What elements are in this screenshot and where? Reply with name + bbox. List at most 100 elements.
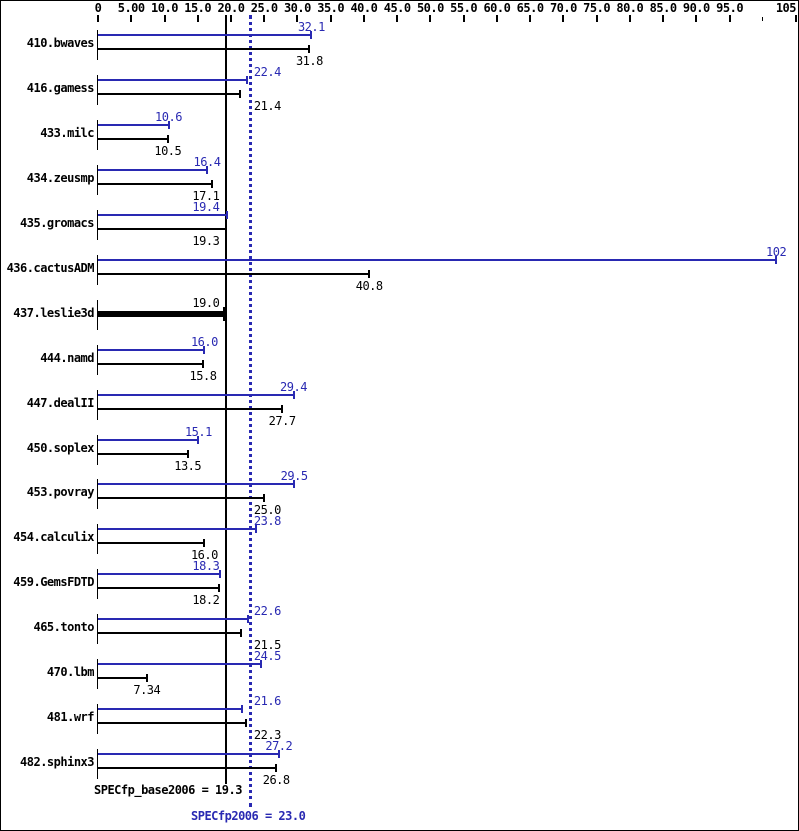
benchmark-label: 433.milc: [40, 125, 94, 140]
row-baseline-tick: [97, 209, 98, 240]
base-bar: [98, 767, 277, 769]
base-value-label: 21.4: [253, 98, 281, 113]
benchmark-label: 434.zeusmp: [26, 170, 95, 185]
peak-value-label: 16.0: [190, 334, 218, 349]
axis-tick: [595, 15, 598, 22]
base-bar-cap: [275, 764, 278, 772]
base-bar-cap: [281, 404, 284, 413]
row-baseline-tick: [97, 704, 98, 735]
benchmark-label: 481.wrf: [46, 710, 95, 725]
base-bar: [98, 92, 241, 95]
axis-tick: [329, 15, 332, 22]
peak-bar: [98, 618, 249, 621]
peak-bar-cap: [245, 75, 248, 84]
base-bar: [98, 48, 310, 50]
peak-bar-cap: [226, 210, 228, 219]
benchmark-label: 444.namd: [40, 350, 94, 365]
axis-tick-label: 45.0: [383, 1, 411, 15]
axis-tick-label: 20.0: [217, 1, 245, 15]
axis-tick-label: 70.0: [549, 1, 577, 15]
benchmark-label: 453.povray: [26, 485, 95, 500]
base-value-label: 26.8: [262, 773, 290, 787]
axis-tick-label: 65.0: [516, 1, 544, 15]
axis-tick-label: 30.0: [283, 1, 311, 15]
peak-value-label: 22.6: [253, 604, 281, 619]
benchmark-label: 437.leslie3d: [13, 305, 94, 320]
equal-bar: [98, 310, 225, 317]
benchmark-label: 470.lbm: [46, 665, 95, 680]
peak-value-label: 10.6: [155, 109, 182, 124]
base-value-label: 18.2: [192, 593, 220, 608]
base-bar: [98, 362, 203, 365]
benchmark-label: 459.GemsFDTD: [13, 575, 94, 590]
base-value-label: 27.7: [268, 413, 296, 428]
benchmark-label: 454.calculix: [13, 530, 94, 545]
peak-bar: [98, 348, 205, 351]
row-baseline-tick: [97, 434, 98, 465]
axis-tick: [230, 15, 232, 22]
peak-value-label: 29.4: [280, 379, 307, 394]
base-value-label: 17.1: [192, 188, 220, 203]
base-mean-line: [225, 15, 228, 784]
base-bar: [98, 542, 205, 545]
benchmark-label: 447.dealII: [26, 395, 95, 410]
row-baseline-tick: [97, 614, 98, 645]
base-bar-cap: [186, 449, 189, 458]
base-value-label: 16.0: [190, 548, 218, 563]
equal-bar-cap: [223, 306, 227, 321]
peak-bar: [98, 753, 279, 755]
peak-value-label: 102: [766, 244, 787, 259]
base-bar-cap: [308, 45, 311, 53]
axis-tick: [396, 15, 399, 22]
row-baseline-tick: [97, 479, 98, 510]
axis-tick-label: 0: [94, 1, 102, 15]
peak-bar: [98, 168, 207, 171]
base-bar: [98, 272, 370, 275]
peak-bar: [98, 483, 295, 486]
peak-value-label: 24.5: [253, 649, 281, 664]
peak-bar: [98, 34, 312, 36]
axis-tick-label: 10.0: [151, 1, 178, 15]
base-bar: [98, 587, 219, 590]
axis-tick-label: 55.0: [450, 1, 478, 15]
peak-value-label: 15.1: [184, 424, 212, 439]
peak-bar-cap: [255, 525, 258, 534]
base-bar-cap: [239, 89, 242, 98]
peak-value-label: 27.2: [265, 739, 293, 753]
axis-tick: [662, 15, 665, 22]
row-baseline-tick: [97, 119, 98, 150]
peak-bar: [98, 663, 261, 666]
axis-tick: [263, 15, 266, 22]
base-bar: [98, 137, 168, 140]
peak-bar-cap: [293, 480, 296, 489]
axis-tick: [695, 15, 698, 22]
base-bar-cap: [202, 359, 204, 368]
peak-bar-cap: [167, 120, 170, 129]
base-value-label: 15.8: [189, 368, 217, 383]
peak-bar: [98, 528, 257, 531]
peak-bar-cap: [240, 705, 243, 714]
row-baseline-tick: [97, 344, 98, 375]
axis-tick: [761, 17, 763, 21]
row-baseline-tick: [97, 524, 98, 555]
row-baseline-tick: [97, 30, 98, 60]
peak-bar-cap: [259, 660, 262, 669]
base-bar-cap: [166, 134, 169, 143]
base-value-label: 10.5: [154, 143, 182, 158]
base-value-label: 40.8: [355, 278, 383, 293]
peak-value-label: 18.3: [192, 559, 220, 574]
base-bar-cap: [210, 179, 213, 188]
axis-tick-label: 90.0: [682, 1, 710, 15]
base-bar-cap: [239, 629, 242, 638]
peak-bar-cap: [218, 570, 221, 579]
row-baseline-tick: [97, 659, 98, 690]
base-bar: [98, 452, 188, 455]
axis-tick: [795, 15, 797, 22]
axis-tick-label: 105: [775, 1, 797, 15]
base-value-label: 13.5: [174, 458, 202, 473]
axis-tick-label: 85.0: [649, 1, 677, 15]
peak-bar-cap: [206, 165, 208, 174]
base-value-label: 21.5: [253, 638, 281, 653]
peak-bar: [98, 393, 294, 396]
peak-bar-cap: [197, 435, 200, 444]
